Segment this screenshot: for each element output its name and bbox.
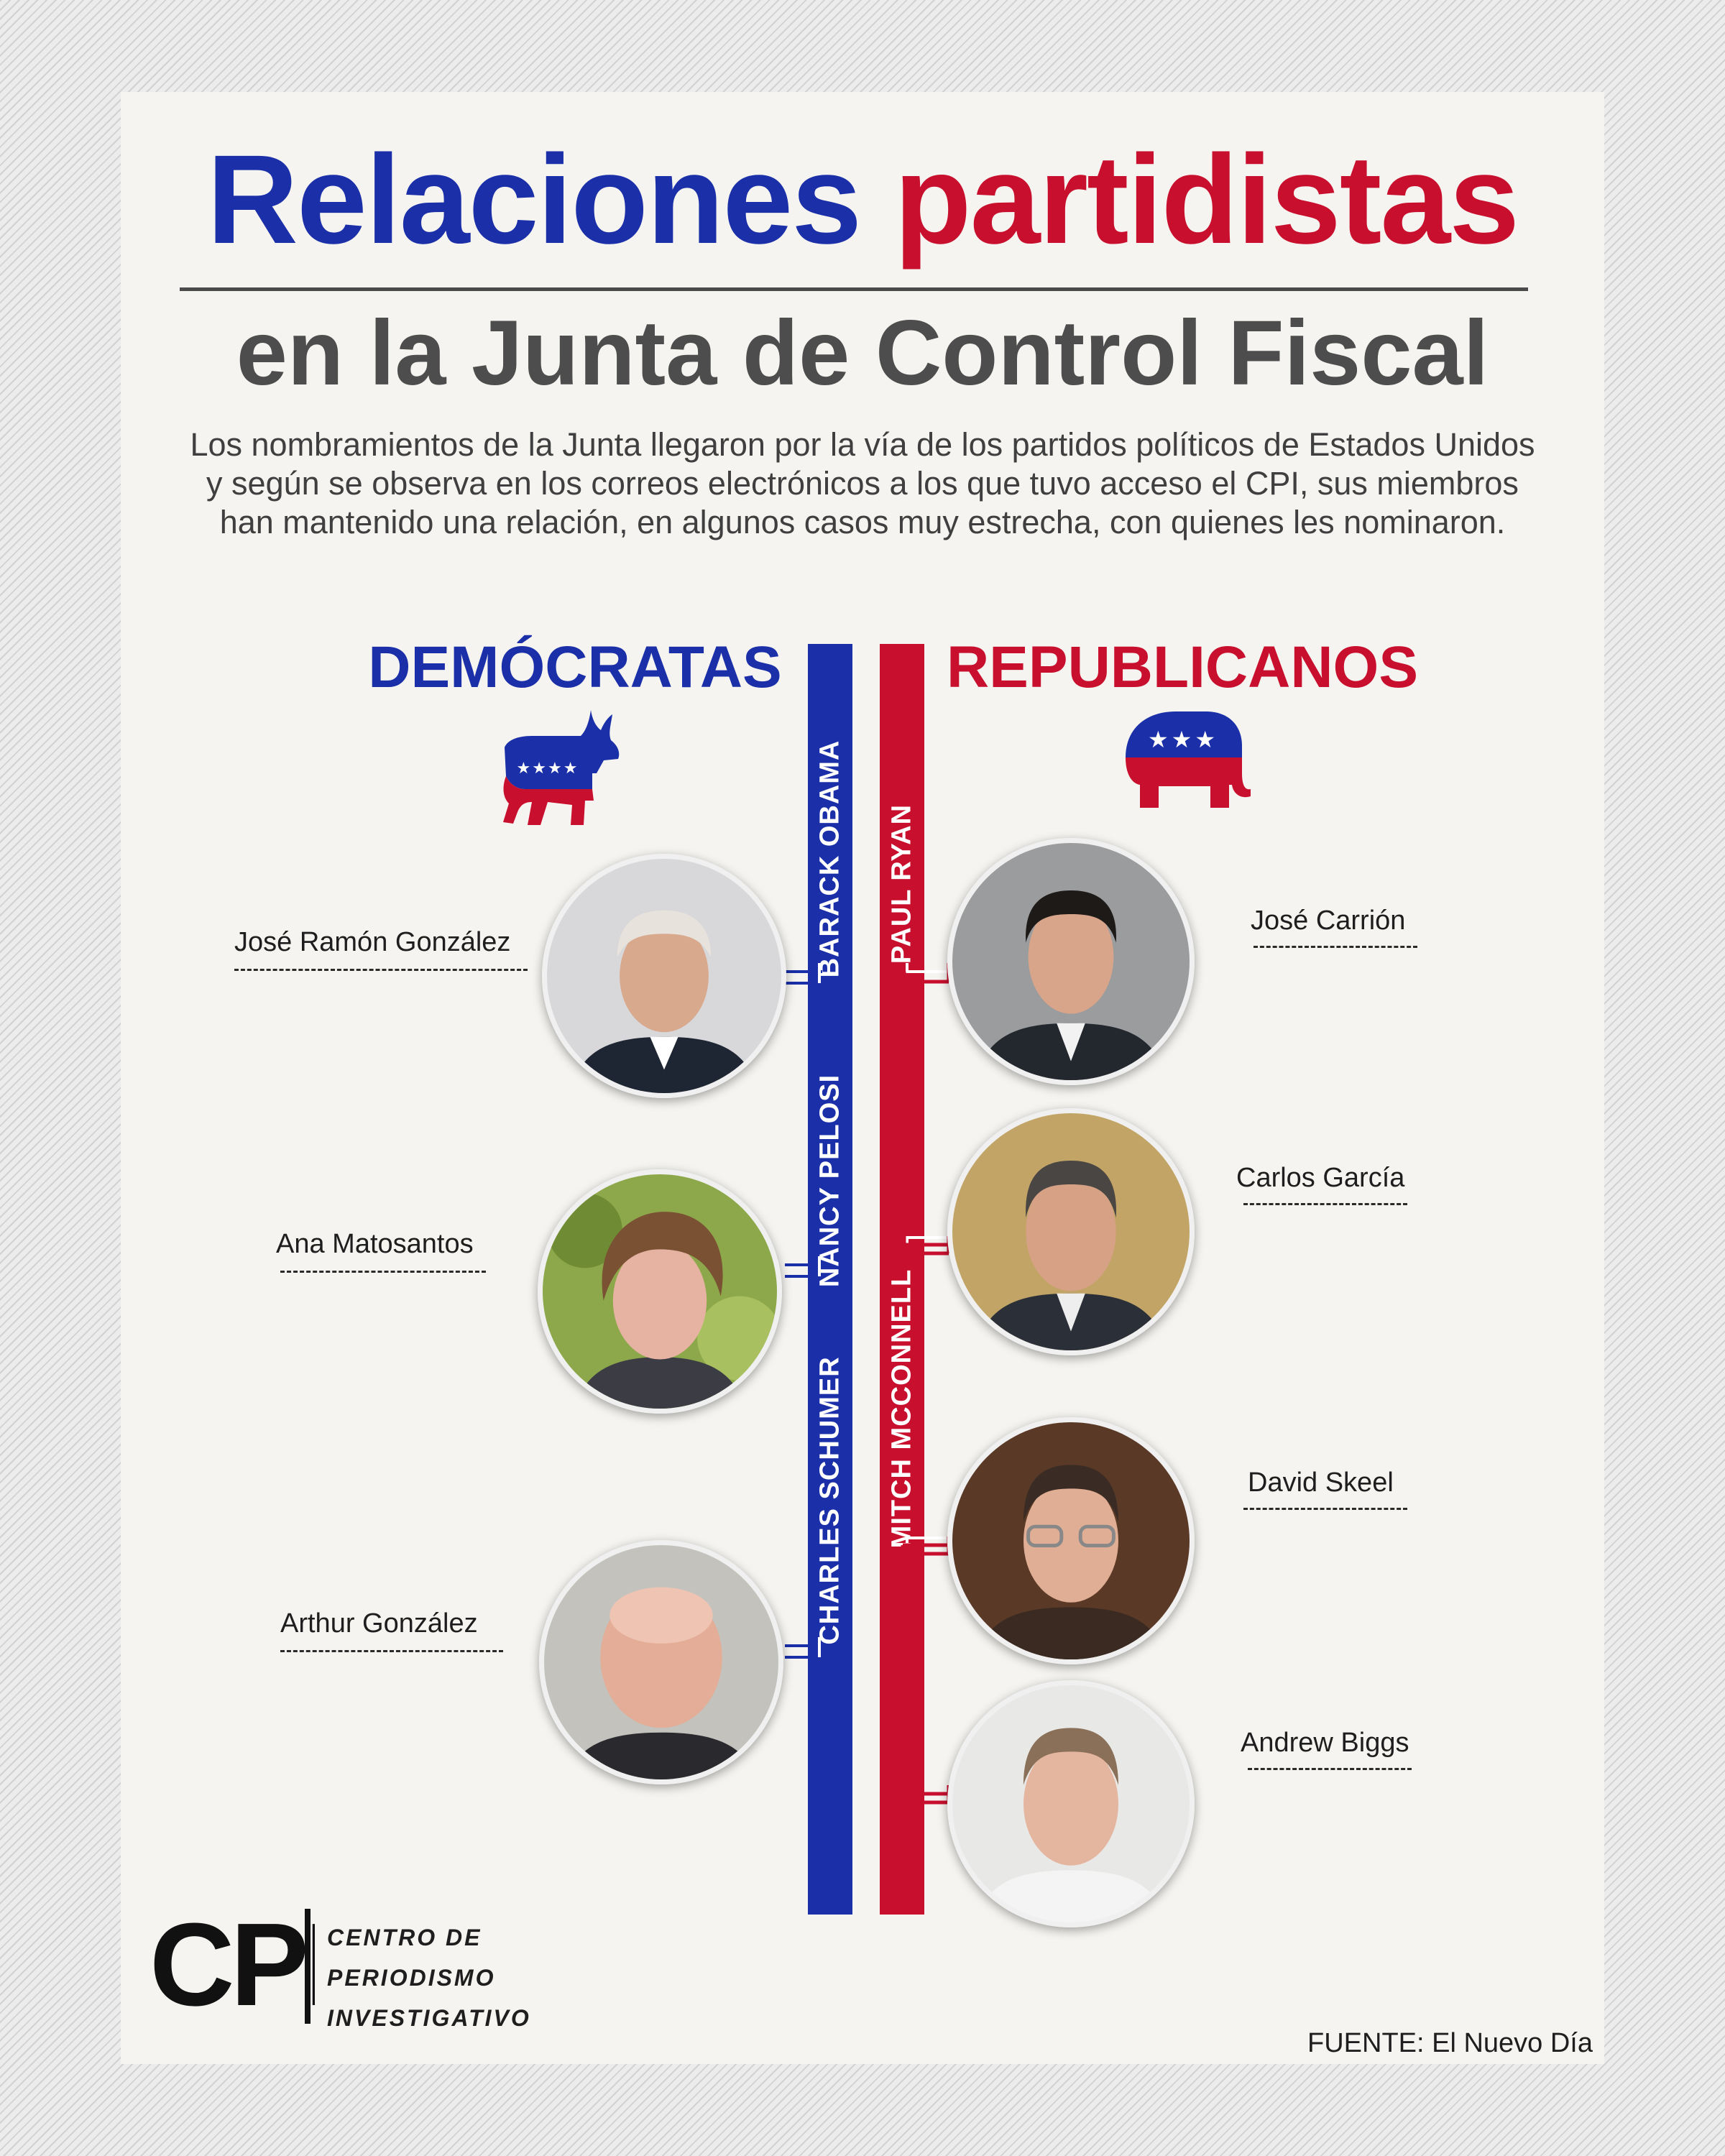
photo-jose-carrion [947,838,1195,1085]
name-underline [280,1271,486,1273]
source-credit: FUENTE: El Nuevo Día [1307,2028,1593,2058]
photo-ana-matosantos [538,1169,782,1414]
cpi-tagline: CENTRO DE PERIODISMO INVESTIGATIVO [327,1917,531,2038]
name-underline [1248,1768,1412,1770]
donkey-icon: ★★★★ [503,710,620,825]
name-underline [1243,1508,1407,1510]
democrats-trunk [808,644,852,1915]
cpi-tagline-line: CENTRO DE [327,1925,482,1950]
photo-andrew-biggs [947,1680,1195,1927]
svg-text:★★★: ★★★ [1148,726,1218,753]
title-relaciones: Relaciones [206,129,862,270]
intro-paragraph: Los nombramientos de la Junta llegaron p… [190,426,1535,540]
cpi-tagline-line: INVESTIGATIVO [327,2005,531,2031]
photo-jose-ramon-gonzalez [542,854,786,1098]
page-title: Relaciones partidistas [0,137,1725,263]
member-name: Carlos García [1236,1163,1405,1193]
cpi-tagline-line: PERIODISMO [327,1965,496,1991]
member-name: José Carrión [1251,906,1406,936]
cpi-logo-mark: CPI [150,1906,315,2028]
member-name: Arthur González [280,1608,478,1639]
member-name: Andrew Biggs [1241,1728,1409,1758]
title-divider [180,287,1528,291]
name-underline [1243,1203,1407,1205]
member-name: Ana Matosantos [276,1229,474,1259]
name-underline [280,1650,503,1652]
svg-text:★★★★: ★★★★ [517,760,579,778]
name-underline [1254,946,1417,948]
title-partidistas: partidistas [894,129,1519,270]
photo-david-skeel [947,1417,1195,1664]
democrats-heading: DEMÓCRATAS [368,635,782,700]
photo-arthur-gonzalez [539,1540,783,1784]
member-name: José Ramón González [234,927,511,957]
member-name: David Skeel [1248,1468,1394,1498]
elephant-icon: ★★★ [1126,711,1251,808]
photo-carlos-garcia [947,1108,1195,1355]
name-underline [234,969,528,971]
infographic-card [121,92,1604,2064]
republicans-heading: REPUBLICANOS [946,635,1419,700]
cpi-logo: CPI [150,1906,315,2028]
page-subtitle: en la Junta de Control Fiscal [236,302,1489,405]
